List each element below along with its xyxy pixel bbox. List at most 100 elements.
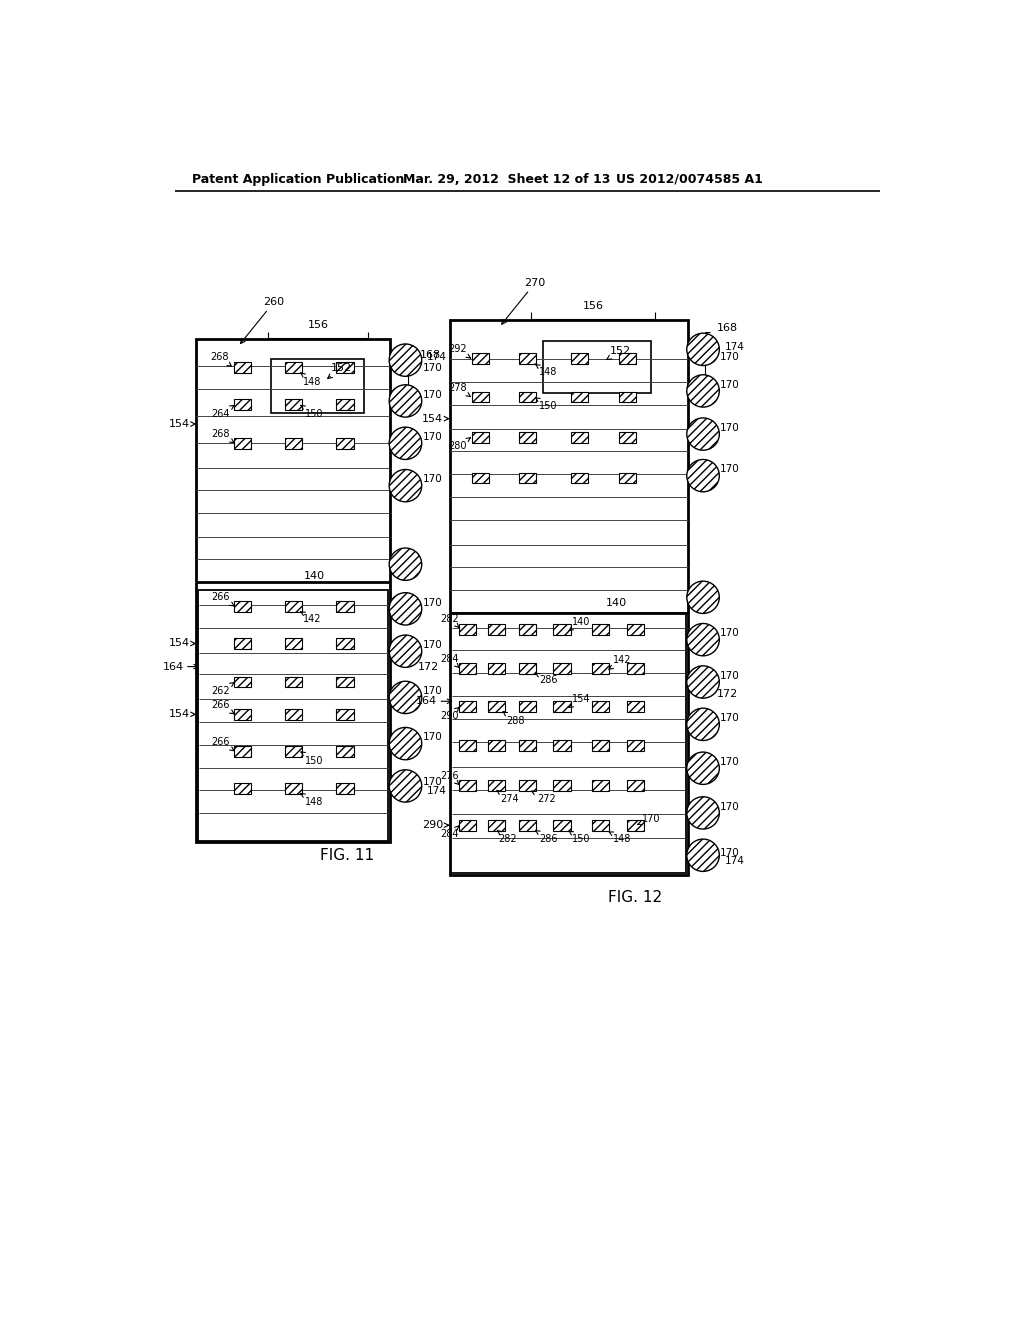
Circle shape [687, 459, 719, 492]
Bar [571, 432, 589, 442]
Bar [627, 663, 644, 673]
Bar [620, 392, 636, 403]
Text: 272: 272 [531, 791, 556, 804]
Text: 154: 154 [169, 709, 196, 719]
Text: 266: 266 [212, 593, 234, 606]
Bar [337, 438, 353, 449]
Text: 260: 260 [241, 297, 285, 343]
Text: 154: 154 [169, 418, 196, 429]
Text: 150: 150 [536, 397, 557, 412]
Bar [627, 624, 644, 635]
Text: 170: 170 [720, 758, 740, 767]
Circle shape [389, 385, 422, 417]
Text: 142: 142 [609, 656, 632, 669]
Bar [487, 663, 505, 673]
Bar [620, 432, 636, 442]
Text: 154: 154 [169, 639, 196, 648]
Text: 266: 266 [212, 737, 234, 751]
Bar [286, 638, 302, 649]
Text: 156: 156 [583, 301, 603, 312]
Bar [234, 638, 251, 649]
Circle shape [687, 797, 719, 829]
Bar [337, 783, 353, 793]
Text: 268: 268 [210, 352, 231, 366]
Bar [571, 473, 589, 483]
Bar [286, 709, 302, 719]
Text: 170: 170 [720, 847, 740, 858]
Bar [554, 663, 570, 673]
Text: 170: 170 [423, 363, 442, 372]
Bar [487, 624, 505, 635]
Text: 170: 170 [720, 801, 740, 812]
Bar [337, 709, 353, 719]
Text: 276: 276 [440, 771, 459, 784]
Bar [592, 820, 609, 830]
Circle shape [389, 681, 422, 714]
Circle shape [389, 770, 422, 803]
Text: 172: 172 [418, 661, 439, 672]
Bar [518, 701, 536, 711]
Circle shape [389, 345, 422, 376]
Text: 280: 280 [449, 438, 471, 451]
Bar [487, 701, 505, 711]
Bar [459, 820, 476, 830]
Text: 174: 174 [427, 352, 447, 362]
Circle shape [389, 470, 422, 502]
Text: 270: 270 [502, 279, 546, 325]
Circle shape [687, 752, 719, 784]
Circle shape [389, 635, 422, 668]
Bar [286, 438, 302, 449]
Bar [472, 473, 489, 483]
Text: 152: 152 [606, 346, 631, 359]
Bar [592, 701, 609, 711]
Text: 170: 170 [423, 777, 442, 787]
Bar [554, 739, 570, 751]
Bar [554, 624, 570, 635]
Circle shape [389, 548, 422, 581]
Text: 150: 150 [569, 832, 591, 843]
Text: 140: 140 [569, 616, 591, 631]
Bar [234, 438, 251, 449]
Bar [592, 624, 609, 635]
Text: 286: 286 [536, 830, 557, 843]
Bar [518, 392, 536, 403]
Bar [197, 339, 390, 842]
Bar [627, 780, 644, 791]
Text: 156: 156 [307, 321, 329, 330]
Text: 142: 142 [300, 611, 322, 624]
Text: 170: 170 [638, 814, 660, 825]
Text: 170: 170 [423, 474, 442, 484]
Text: 170: 170 [720, 628, 740, 639]
Text: 172: 172 [717, 689, 738, 698]
Text: 150: 150 [301, 752, 324, 766]
Bar [286, 783, 302, 793]
Bar [554, 780, 570, 791]
Text: 174: 174 [725, 855, 744, 866]
Circle shape [687, 333, 719, 366]
Circle shape [687, 623, 719, 656]
Bar [286, 363, 302, 374]
Bar [286, 400, 302, 411]
Bar [571, 354, 589, 364]
Text: 168: 168 [420, 350, 440, 360]
Bar [271, 359, 365, 412]
Text: 174: 174 [427, 787, 447, 796]
Bar [450, 321, 687, 875]
Circle shape [389, 428, 422, 459]
Text: 170: 170 [720, 713, 740, 723]
Bar [286, 746, 302, 756]
Bar [234, 400, 251, 411]
Bar [286, 677, 302, 688]
Bar [337, 363, 353, 374]
Bar [198, 590, 388, 841]
Text: 264: 264 [212, 405, 234, 418]
Text: 170: 170 [720, 380, 740, 389]
Bar [472, 392, 489, 403]
Text: 274: 274 [497, 791, 518, 804]
Bar [487, 820, 505, 830]
Bar [518, 663, 536, 673]
Text: 168: 168 [717, 323, 738, 333]
Text: Patent Application Publication: Patent Application Publication [191, 173, 403, 186]
Bar [518, 473, 536, 483]
Text: 290: 290 [422, 820, 449, 830]
